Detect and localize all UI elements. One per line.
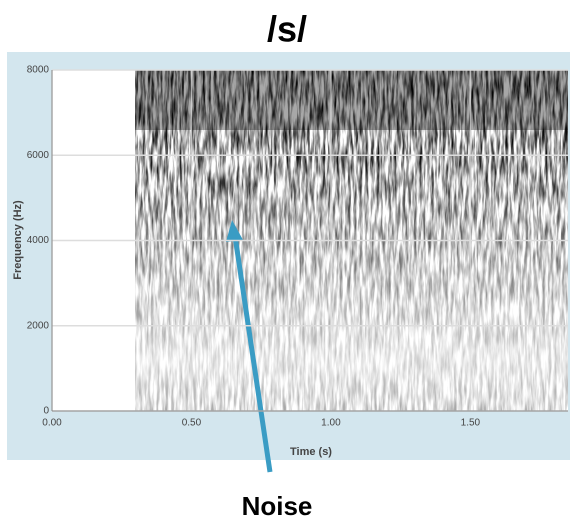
y-tick-label: 0 xyxy=(43,406,49,417)
annotation: Noise xyxy=(242,491,313,521)
x-axis-label: Time (s) xyxy=(290,446,332,458)
arrow xyxy=(232,235,273,473)
y-tick-label: 6000 xyxy=(27,150,50,161)
y-axis-label: Frequency (Hz) xyxy=(12,200,24,280)
y-tick-label: 4000 xyxy=(27,235,50,246)
x-tick-label: 1.00 xyxy=(321,418,341,429)
x-tick-label: 1.50 xyxy=(461,418,481,429)
y-tick-label: 8000 xyxy=(27,65,50,76)
y-tick-label: 2000 xyxy=(27,320,50,331)
x-tick-label: 0.00 xyxy=(42,418,62,429)
high-band xyxy=(135,70,568,130)
chart-title: /s/ xyxy=(267,9,307,50)
arrow-head xyxy=(226,220,243,242)
x-tick-label: 0.50 xyxy=(182,418,202,429)
